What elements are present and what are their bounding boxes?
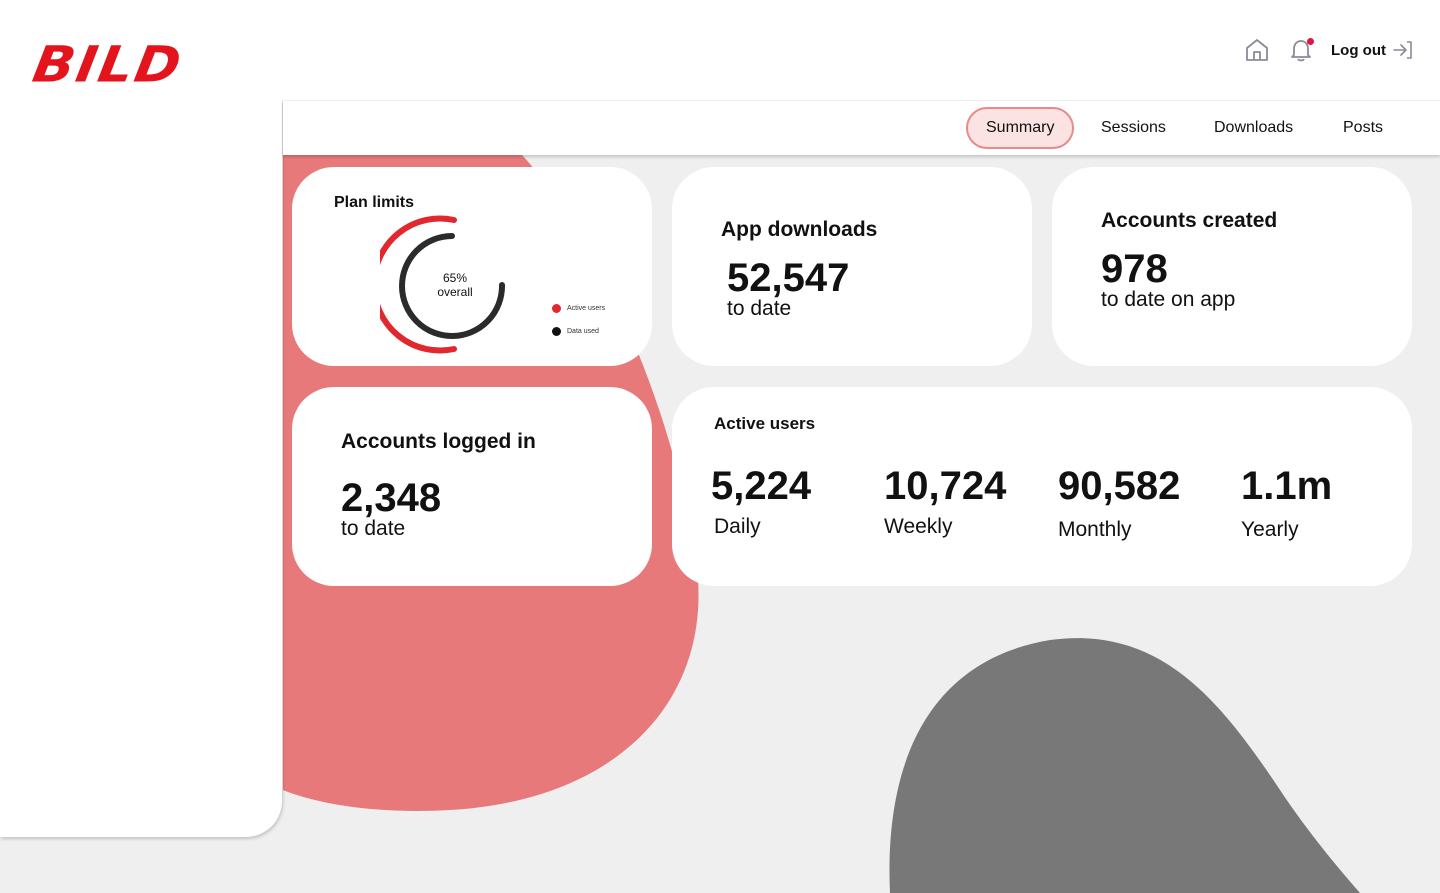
active-users-weekly-label: Weekly (884, 515, 953, 538)
accounts-logged-in-caption: to date (341, 517, 406, 540)
accounts-created-title: Accounts created (1101, 209, 1278, 232)
active-users-daily-label: Daily (714, 515, 761, 538)
tab-posts[interactable]: Posts (1343, 119, 1384, 136)
active-users-title: Active users (714, 414, 816, 433)
legend-dot-black (552, 327, 561, 336)
bild-logo[interactable]: BILD (28, 35, 188, 94)
app-downloads-card[interactable]: App downloads 52,547 to date (672, 167, 1032, 366)
app-downloads-title: App downloads (721, 218, 878, 241)
logout-arrow-icon (1393, 41, 1412, 59)
active-users-daily-value: 5,224 (711, 464, 812, 508)
sidebar (0, 100, 282, 837)
legend-data-used: Data used (552, 327, 599, 336)
data-used-arc (399, 233, 506, 339)
plan-limits-card[interactable]: Plan limits 65% overall Active users Dat… (292, 167, 652, 366)
active-users-monthly-value: 90,582 (1058, 464, 1181, 508)
accounts-created-card[interactable]: Accounts created 978 to date on app (1052, 167, 1412, 366)
tab-downloads[interactable]: Downloads (1214, 119, 1294, 136)
top-bar: BILD Log out (0, 0, 1440, 100)
legend-active-users: Active users (552, 304, 605, 313)
plan-limits-gauge (380, 215, 506, 354)
accounts-logged-in-title: Accounts logged in (341, 430, 536, 453)
active-users-weekly-value: 10,724 (884, 464, 1007, 508)
accounts-logged-in-value: 2,348 (341, 476, 442, 520)
accounts-created-caption: to date on app (1101, 288, 1236, 311)
active-users-yearly-value: 1.1m (1241, 464, 1333, 508)
app-downloads-value: 52,547 (727, 256, 850, 300)
tab-sessions[interactable]: Sessions (1101, 119, 1166, 136)
home-icon (1246, 39, 1268, 61)
active-users-arc (380, 215, 457, 354)
logout-label: Log out (1331, 41, 1386, 59)
bell-icon (1291, 40, 1311, 62)
notifications-button[interactable] (1285, 34, 1317, 66)
nav-tabs: Summary Sessions Downloads Posts (283, 101, 1440, 155)
plan-limits-title: Plan limits (334, 194, 415, 211)
active-users-yearly-label: Yearly (1241, 518, 1299, 541)
home-button[interactable] (1241, 34, 1273, 66)
accounts-logged-in-card[interactable]: Accounts logged in 2,348 to date (292, 387, 652, 586)
active-users-monthly-label: Monthly (1058, 518, 1132, 541)
gray-blob (889, 638, 1360, 893)
legend-active-users-label: Active users (567, 305, 606, 312)
logout-button[interactable]: Log out (1331, 39, 1414, 61)
gauge-center-label: 65% overall (420, 271, 490, 299)
accounts-created-value: 978 (1101, 247, 1168, 291)
header-actions: Log out (1241, 34, 1414, 66)
gauge-percent: 65% (442, 271, 468, 285)
gauge-caption: overall (437, 285, 473, 299)
tab-summary[interactable]: Summary (966, 107, 1075, 149)
app-downloads-caption: to date (727, 297, 792, 320)
notification-dot (1307, 38, 1315, 45)
active-users-card[interactable]: Active users 5,224 Daily 10,724 Weekly 9… (672, 387, 1412, 586)
legend-dot-red (552, 304, 561, 313)
legend-data-used-label: Data used (567, 328, 599, 335)
